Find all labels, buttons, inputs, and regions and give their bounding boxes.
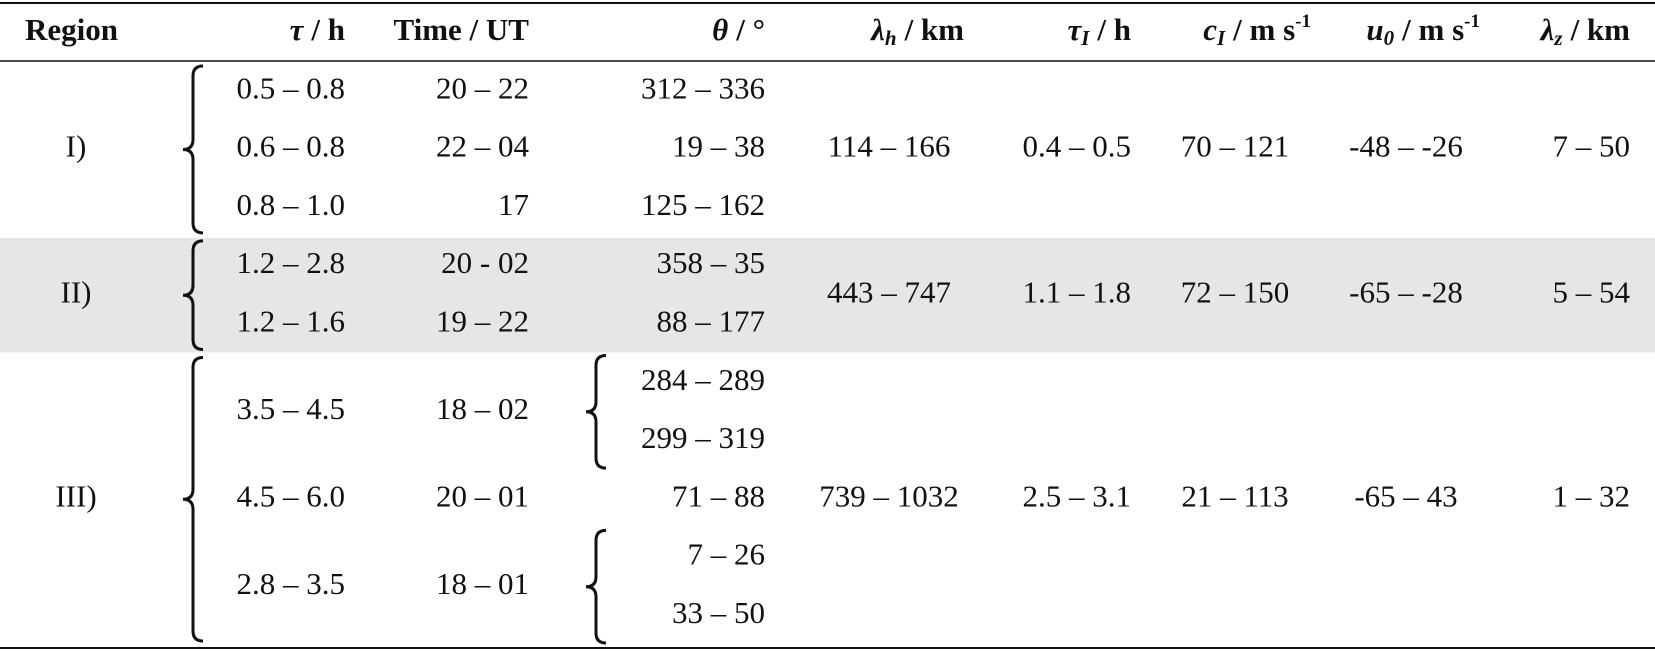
- theta-cell: 284 – 289: [641, 362, 765, 397]
- shaded-band: [0, 237, 1655, 353]
- theta-cell: 19 – 38: [672, 129, 765, 164]
- header-unit: / h: [1096, 12, 1131, 47]
- time-cell: 17: [498, 187, 529, 222]
- header-symbol: λ: [869, 12, 885, 47]
- theta-cell: 33 – 50: [672, 595, 765, 630]
- theta-cell: 358 – 35: [657, 245, 766, 280]
- lambda-h-cell: 114 – 166: [828, 129, 951, 164]
- theta-brace: [585, 354, 607, 470]
- header-symbol: τ: [290, 12, 305, 47]
- theta-cell: 88 – 177: [657, 303, 766, 338]
- tau-i-cell: 1.1 – 1.8: [1023, 274, 1132, 309]
- tau-cell: 0.6 – 0.8: [237, 129, 346, 164]
- column-header: λz / km: [1539, 12, 1631, 50]
- c-i-cell: 70 – 121: [1181, 129, 1290, 164]
- theta-cell: 312 – 336: [641, 70, 765, 105]
- time-cell: 20 – 01: [436, 478, 529, 513]
- header-unit: / m s: [1232, 12, 1295, 47]
- tau-cell: 1.2 – 1.6: [237, 303, 346, 338]
- lambda-h-cell: 443 – 747: [827, 274, 951, 309]
- header-symbol: u: [1366, 12, 1383, 47]
- header-text: Region: [25, 12, 118, 47]
- time-cell: 22 – 04: [436, 129, 530, 164]
- column-header: u0/ m s-1: [1366, 11, 1480, 49]
- region-brace: [182, 64, 204, 235]
- header-subscript: z: [1553, 26, 1563, 50]
- header-unit: / km: [1570, 12, 1631, 47]
- header-text: Time / UT: [394, 12, 530, 47]
- time-cell: 20 - 02: [441, 245, 529, 280]
- header-subscript: I: [1216, 26, 1226, 50]
- header-superscript: -1: [1464, 11, 1480, 32]
- header-superscript: -1: [1295, 11, 1311, 32]
- region-label: II): [61, 274, 92, 309]
- header-unit: / °: [735, 12, 765, 47]
- header-subscript: 0: [1384, 26, 1395, 50]
- header-symbol: c: [1203, 12, 1217, 47]
- time-cell: 20 – 22: [436, 70, 529, 105]
- tau-cell: 3.5 – 4.5: [237, 391, 346, 426]
- tau-cell: 1.2 – 2.8: [237, 245, 346, 280]
- header-unit: / km: [904, 12, 965, 47]
- region-brace: [182, 239, 204, 351]
- time-cell: 18 – 02: [436, 391, 529, 426]
- lambda-z-cell: 5 – 54: [1553, 274, 1631, 309]
- c-i-cell: 21 – 113: [1181, 478, 1288, 513]
- tau-cell: 0.5 – 0.8: [237, 70, 346, 105]
- lambda-z-cell: 7 – 50: [1553, 129, 1631, 164]
- theta-cell: 125 – 162: [641, 187, 765, 222]
- header-symbol: θ: [712, 12, 728, 47]
- column-header: τ / h: [290, 12, 345, 47]
- u-0-cell: -65 – 43: [1354, 478, 1457, 513]
- theta-cell: 7 – 26: [688, 537, 766, 572]
- tau-i-cell: 2.5 – 3.1: [1023, 478, 1132, 513]
- tau-cell: 4.5 – 6.0: [237, 478, 346, 513]
- region-label: I): [66, 129, 87, 164]
- lambda-z-cell: 1 – 32: [1553, 478, 1631, 513]
- time-cell: 19 – 22: [436, 303, 529, 338]
- header-unit: / h: [310, 12, 345, 47]
- column-header: τI / h: [1067, 12, 1131, 50]
- region-brace: [182, 356, 204, 643]
- column-header: Region: [25, 12, 118, 47]
- tau-cell: 0.8 – 1.0: [237, 187, 346, 222]
- tau-cell: 2.8 – 3.5: [237, 566, 346, 601]
- time-cell: 18 – 01: [436, 566, 529, 601]
- column-header: λh / km: [869, 12, 964, 50]
- column-header: Time / UT: [394, 12, 530, 47]
- tau-i-cell: 0.4 – 0.5: [1023, 129, 1132, 164]
- column-header: θ / °: [712, 12, 765, 47]
- region-label: III): [55, 478, 96, 513]
- c-i-cell: 72 – 150: [1181, 274, 1290, 309]
- header-subscript: h: [885, 26, 897, 50]
- column-header: cI / m s-1: [1203, 11, 1311, 49]
- header-symbol: τ: [1067, 12, 1082, 47]
- theta-cell: 299 – 319: [641, 420, 765, 455]
- theta-cell: 71 – 88: [672, 478, 765, 513]
- u-0-cell: -65 – -28: [1349, 274, 1463, 309]
- header-unit: / m s: [1401, 12, 1464, 47]
- header-symbol: λ: [1539, 12, 1555, 47]
- u-0-cell: -48 – -26: [1349, 129, 1463, 164]
- lambda-h-cell: 739 – 1032: [819, 478, 959, 513]
- theta-brace: [585, 528, 607, 645]
- header-subscript: I: [1080, 26, 1090, 50]
